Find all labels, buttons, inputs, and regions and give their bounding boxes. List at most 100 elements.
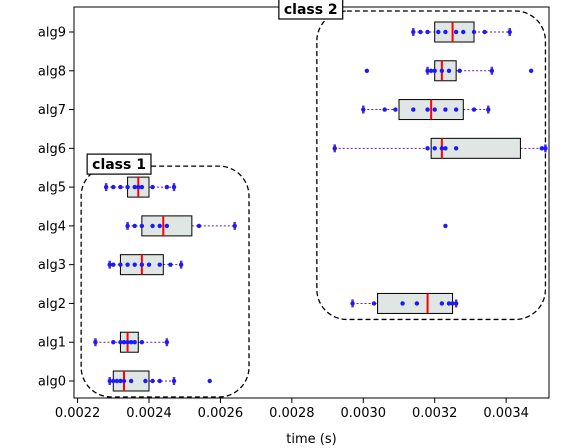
alg5-point-3 (125, 184, 130, 190)
group-label-2: class 2 (278, 0, 344, 20)
alg8-point-4 (446, 68, 452, 73)
alg8-point-2 (432, 68, 437, 73)
alg4-point-7 (232, 223, 237, 229)
plot-area-frame (73, 6, 550, 399)
alg7-point-7 (453, 107, 459, 112)
alg9-point-2 (425, 29, 430, 35)
y-axis: alg0 alg1 alg2 alg3 alg4 alg5 alg6 alg7 alg8 alg9 (38, 26, 74, 390)
alg4-outlier-0 (443, 223, 448, 229)
alg8-point-3 (439, 68, 445, 73)
y-tick-label-alg5: alg5 (38, 181, 66, 196)
alg3-point-0 (107, 262, 112, 267)
alg4-point-4 (157, 223, 162, 229)
alg8-point-5 (457, 68, 462, 73)
alg8-box (434, 60, 457, 82)
alg9-point-3 (436, 29, 441, 35)
x-axis-title: time (s) (286, 432, 336, 447)
alg7-point-5 (432, 107, 437, 112)
x-tick-label-0: 0.0022 (55, 406, 101, 421)
alg4-point-6 (196, 223, 202, 229)
alg2-point-4 (439, 301, 445, 306)
alg4-point-2 (139, 223, 145, 229)
points-layer (93, 29, 548, 384)
y-tick-label-alg9: alg9 (38, 26, 66, 41)
alg5-point-4 (132, 184, 137, 190)
alg1-point-8 (164, 340, 170, 345)
whiskers-layer (94, 28, 547, 385)
alg9-point-4 (443, 29, 448, 35)
alg7-point-0 (361, 107, 366, 112)
alg8-outlier-1 (528, 68, 534, 73)
alg5-point-5 (136, 184, 141, 190)
alg7-point-3 (411, 107, 416, 112)
alg0-point-4 (121, 378, 127, 384)
y-tick-label-alg0: alg0 (38, 375, 66, 390)
alg6-point-0 (332, 146, 337, 151)
alg6-point-3 (439, 146, 445, 151)
alg0-point-9 (171, 378, 177, 384)
alg4-point-1 (132, 223, 137, 229)
alg1-point-1 (111, 340, 116, 345)
alg7-point-2 (393, 107, 398, 112)
alg1-point-4 (125, 340, 130, 345)
alg2-point-0 (350, 301, 355, 306)
alg1-point-7 (139, 340, 145, 345)
alg2-point-2 (400, 301, 405, 306)
group-label-box-2 (278, 0, 344, 20)
alg1-point-5 (128, 340, 134, 345)
alg8-point-6 (489, 68, 495, 73)
alg7-point-4 (425, 107, 430, 112)
alg9-point-5 (453, 29, 459, 35)
alg6-point-5 (453, 146, 459, 151)
y-tick-label-alg7: alg7 (38, 103, 66, 118)
alg6-point-4 (443, 146, 448, 151)
alg3-point-2 (118, 262, 123, 267)
x-tick-label-3: 0.0028 (269, 406, 315, 421)
alg8-point-1 (428, 68, 434, 73)
group-label-box-1 (86, 153, 152, 175)
alg2-point-1 (371, 301, 377, 306)
y-tick-label-alg8: alg8 (38, 64, 66, 79)
alg5-point-0 (103, 184, 109, 190)
alg1-point-3 (121, 340, 127, 345)
alg3-point-8 (168, 262, 173, 267)
alg6-point-2 (432, 146, 437, 151)
alg1-point-2 (118, 340, 123, 345)
alg0-point-0 (107, 378, 112, 384)
alg5-point-8 (164, 184, 170, 190)
alg9-point-9 (507, 29, 512, 35)
alg3-point-5 (139, 262, 145, 267)
alg1-point-0 (93, 340, 98, 345)
alg3-point-3 (125, 262, 130, 267)
alg0-point-3 (118, 378, 123, 384)
class-annotations (80, 10, 547, 398)
alg0-point-2 (114, 378, 120, 384)
alg7-point-9 (486, 107, 491, 112)
alg0-point-1 (111, 378, 116, 384)
alg5-point-9 (171, 184, 177, 190)
y-tick-label-alg3: alg3 (38, 258, 66, 273)
x-axis: 0.0022 0.0024 0.0026 0.0028 0.0030 0.0032 0.00… (55, 398, 529, 421)
alg1-point-6 (132, 340, 137, 345)
alg0-point-7 (150, 378, 155, 384)
alg2-point-6 (450, 301, 455, 306)
alg5-point-6 (139, 184, 145, 190)
alg0-point-8 (157, 378, 162, 384)
alg3-point-4 (132, 262, 137, 267)
alg5-point-2 (118, 184, 123, 190)
alg6-box (430, 137, 521, 159)
alg8-point-0 (425, 68, 430, 73)
y-tick-label-alg1: alg1 (38, 336, 66, 351)
annotation-box-2 (316, 10, 547, 321)
alg6-point-7 (543, 146, 548, 151)
alg0-point-5 (128, 378, 134, 384)
alg4-point-0 (125, 223, 130, 229)
alg2-point-5 (446, 301, 452, 306)
x-tick-label-4: 0.0030 (341, 406, 387, 421)
x-tick-label-2: 0.0026 (198, 406, 244, 421)
alg0-point-6 (143, 378, 148, 384)
alg8-outlier-0 (364, 68, 370, 73)
alg3-point-1 (111, 262, 116, 267)
alg5-point-1 (111, 184, 116, 190)
